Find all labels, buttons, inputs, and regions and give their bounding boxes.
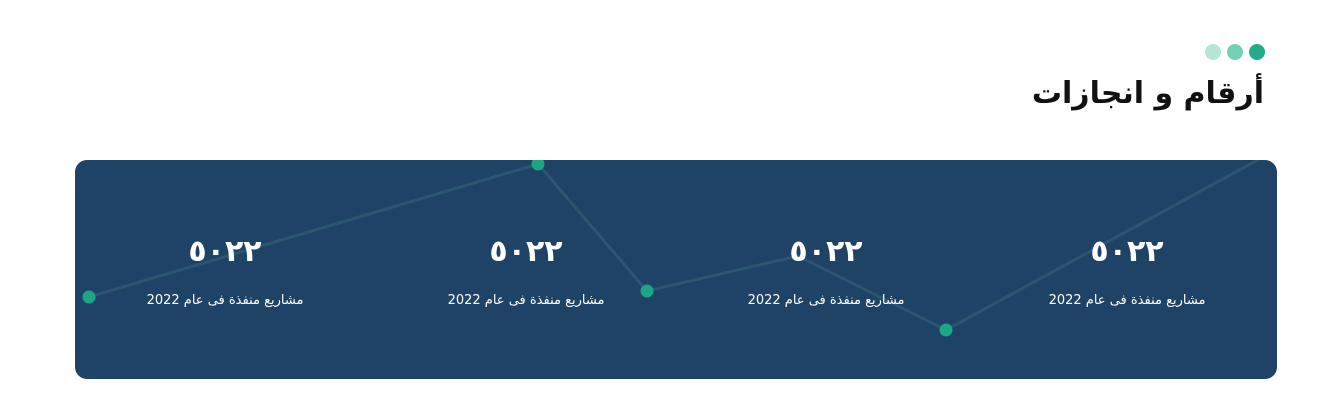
line-node [640,284,654,298]
stat-label: مشاريع منفذة فى عام 2022 [146,293,304,308]
stat-value: ٥٠٢٢ [188,234,262,269]
stat-value: ٥٠٢٢ [489,234,563,269]
line-node [531,160,545,171]
decorative-polyline [88,160,1261,332]
line-node [939,323,953,337]
stat-label: مشاريع منفذة فى عام 2022 [447,293,605,308]
line-node [82,290,96,304]
section-title: أرقام و انجازات [1031,76,1264,111]
section-dots-decoration [1205,44,1267,60]
stat-item: ٥٠٢٢ مشاريع منفذة فى عام 2022 [997,232,1257,310]
dot-mid [1227,44,1243,60]
stats-panel: ٥٠٢٢ مشاريع منفذة فى عام 2022 ٥٠٢٢ مشاري… [75,160,1277,379]
stat-item: ٥٠٢٢ مشاريع منفذة فى عام 2022 [696,232,956,310]
stat-value: ٥٠٢٢ [1090,234,1164,269]
stat-item: ٥٠٢٢ مشاريع منفذة فى عام 2022 [396,232,656,310]
stat-label: مشاريع منفذة فى عام 2022 [1048,293,1206,308]
stat-value: ٥٠٢٢ [789,234,863,269]
decorative-line-graph [82,160,1261,337]
stat-label: مشاريع منفذة فى عام 2022 [747,293,905,308]
stat-item: ٥٠٢٢ مشاريع منفذة فى عام 2022 [95,232,355,310]
dot-dark [1249,44,1265,60]
dot-light [1205,44,1221,60]
